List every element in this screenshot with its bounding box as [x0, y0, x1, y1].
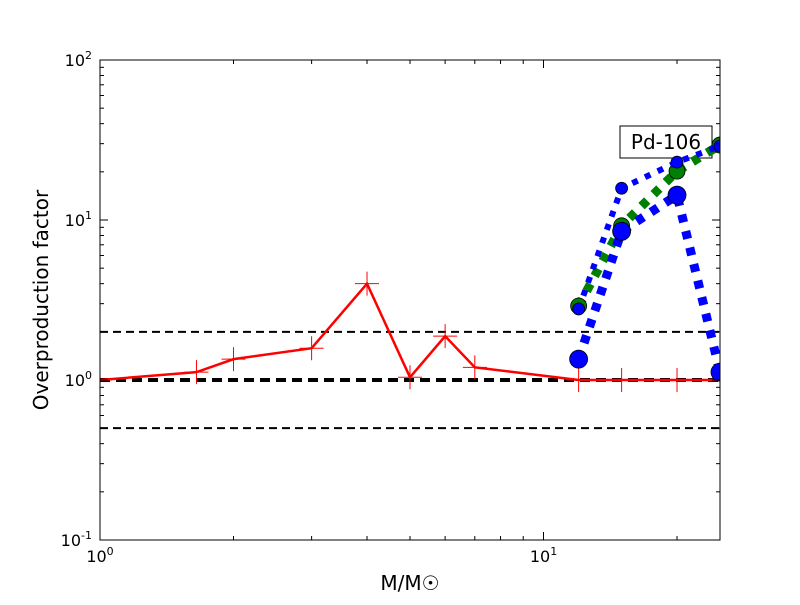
data-point-marker: [665, 368, 690, 392]
y-tick-label: 101: [65, 209, 92, 230]
data-point-marker: [398, 365, 422, 390]
y-tick-base: 10: [65, 371, 85, 390]
series-line-3: [574, 187, 720, 374]
y-tick-exponent: 1: [85, 209, 92, 222]
annotation-label: Pd-106: [631, 130, 701, 154]
x-tick-exponent: 1: [550, 545, 557, 558]
data-point-marker: [299, 336, 324, 361]
data-point-marker: [462, 355, 487, 380]
data-point-marker: [572, 302, 586, 316]
data-point-marker: [184, 360, 209, 385]
data-point-marker: [612, 221, 632, 241]
data-point-marker: [670, 155, 684, 169]
data-point-marker: [221, 347, 246, 372]
x-tick-exponent: 0: [107, 545, 114, 558]
y-tick-label: 102: [65, 49, 92, 70]
series-group: [100, 136, 720, 430]
series-line-1: [574, 141, 720, 309]
x-tick-base: 10: [86, 547, 106, 566]
data-point-marker: [569, 349, 589, 369]
x-tick-base: 10: [530, 547, 550, 566]
y-tick-label: 100: [65, 369, 92, 390]
y-tick-exponent: -1: [81, 529, 92, 542]
y-tick-base: 10: [65, 51, 85, 70]
data-point-marker: [615, 181, 629, 195]
y-tick-base: 10: [65, 211, 85, 230]
y-tick-label: 10-1: [61, 529, 92, 550]
y-axis-label: Overproduction factor: [29, 189, 53, 410]
data-point-marker: [667, 185, 687, 205]
data-point-marker: [566, 368, 591, 392]
y-tick-exponent: 2: [85, 49, 92, 62]
data-point-marker: [710, 362, 720, 382]
x-tick-label: 101: [530, 545, 557, 566]
x-axis-label: M/M☉: [380, 571, 439, 595]
data-point-marker: [433, 324, 458, 349]
y-tick-exponent: 0: [85, 369, 92, 382]
series-line-2: [575, 143, 720, 310]
x-tick-label: 100: [86, 545, 113, 566]
data-point-marker: [713, 139, 720, 153]
data-point-marker: [355, 271, 380, 296]
y-tick-base: 10: [61, 531, 81, 550]
data-point-marker: [609, 368, 634, 392]
